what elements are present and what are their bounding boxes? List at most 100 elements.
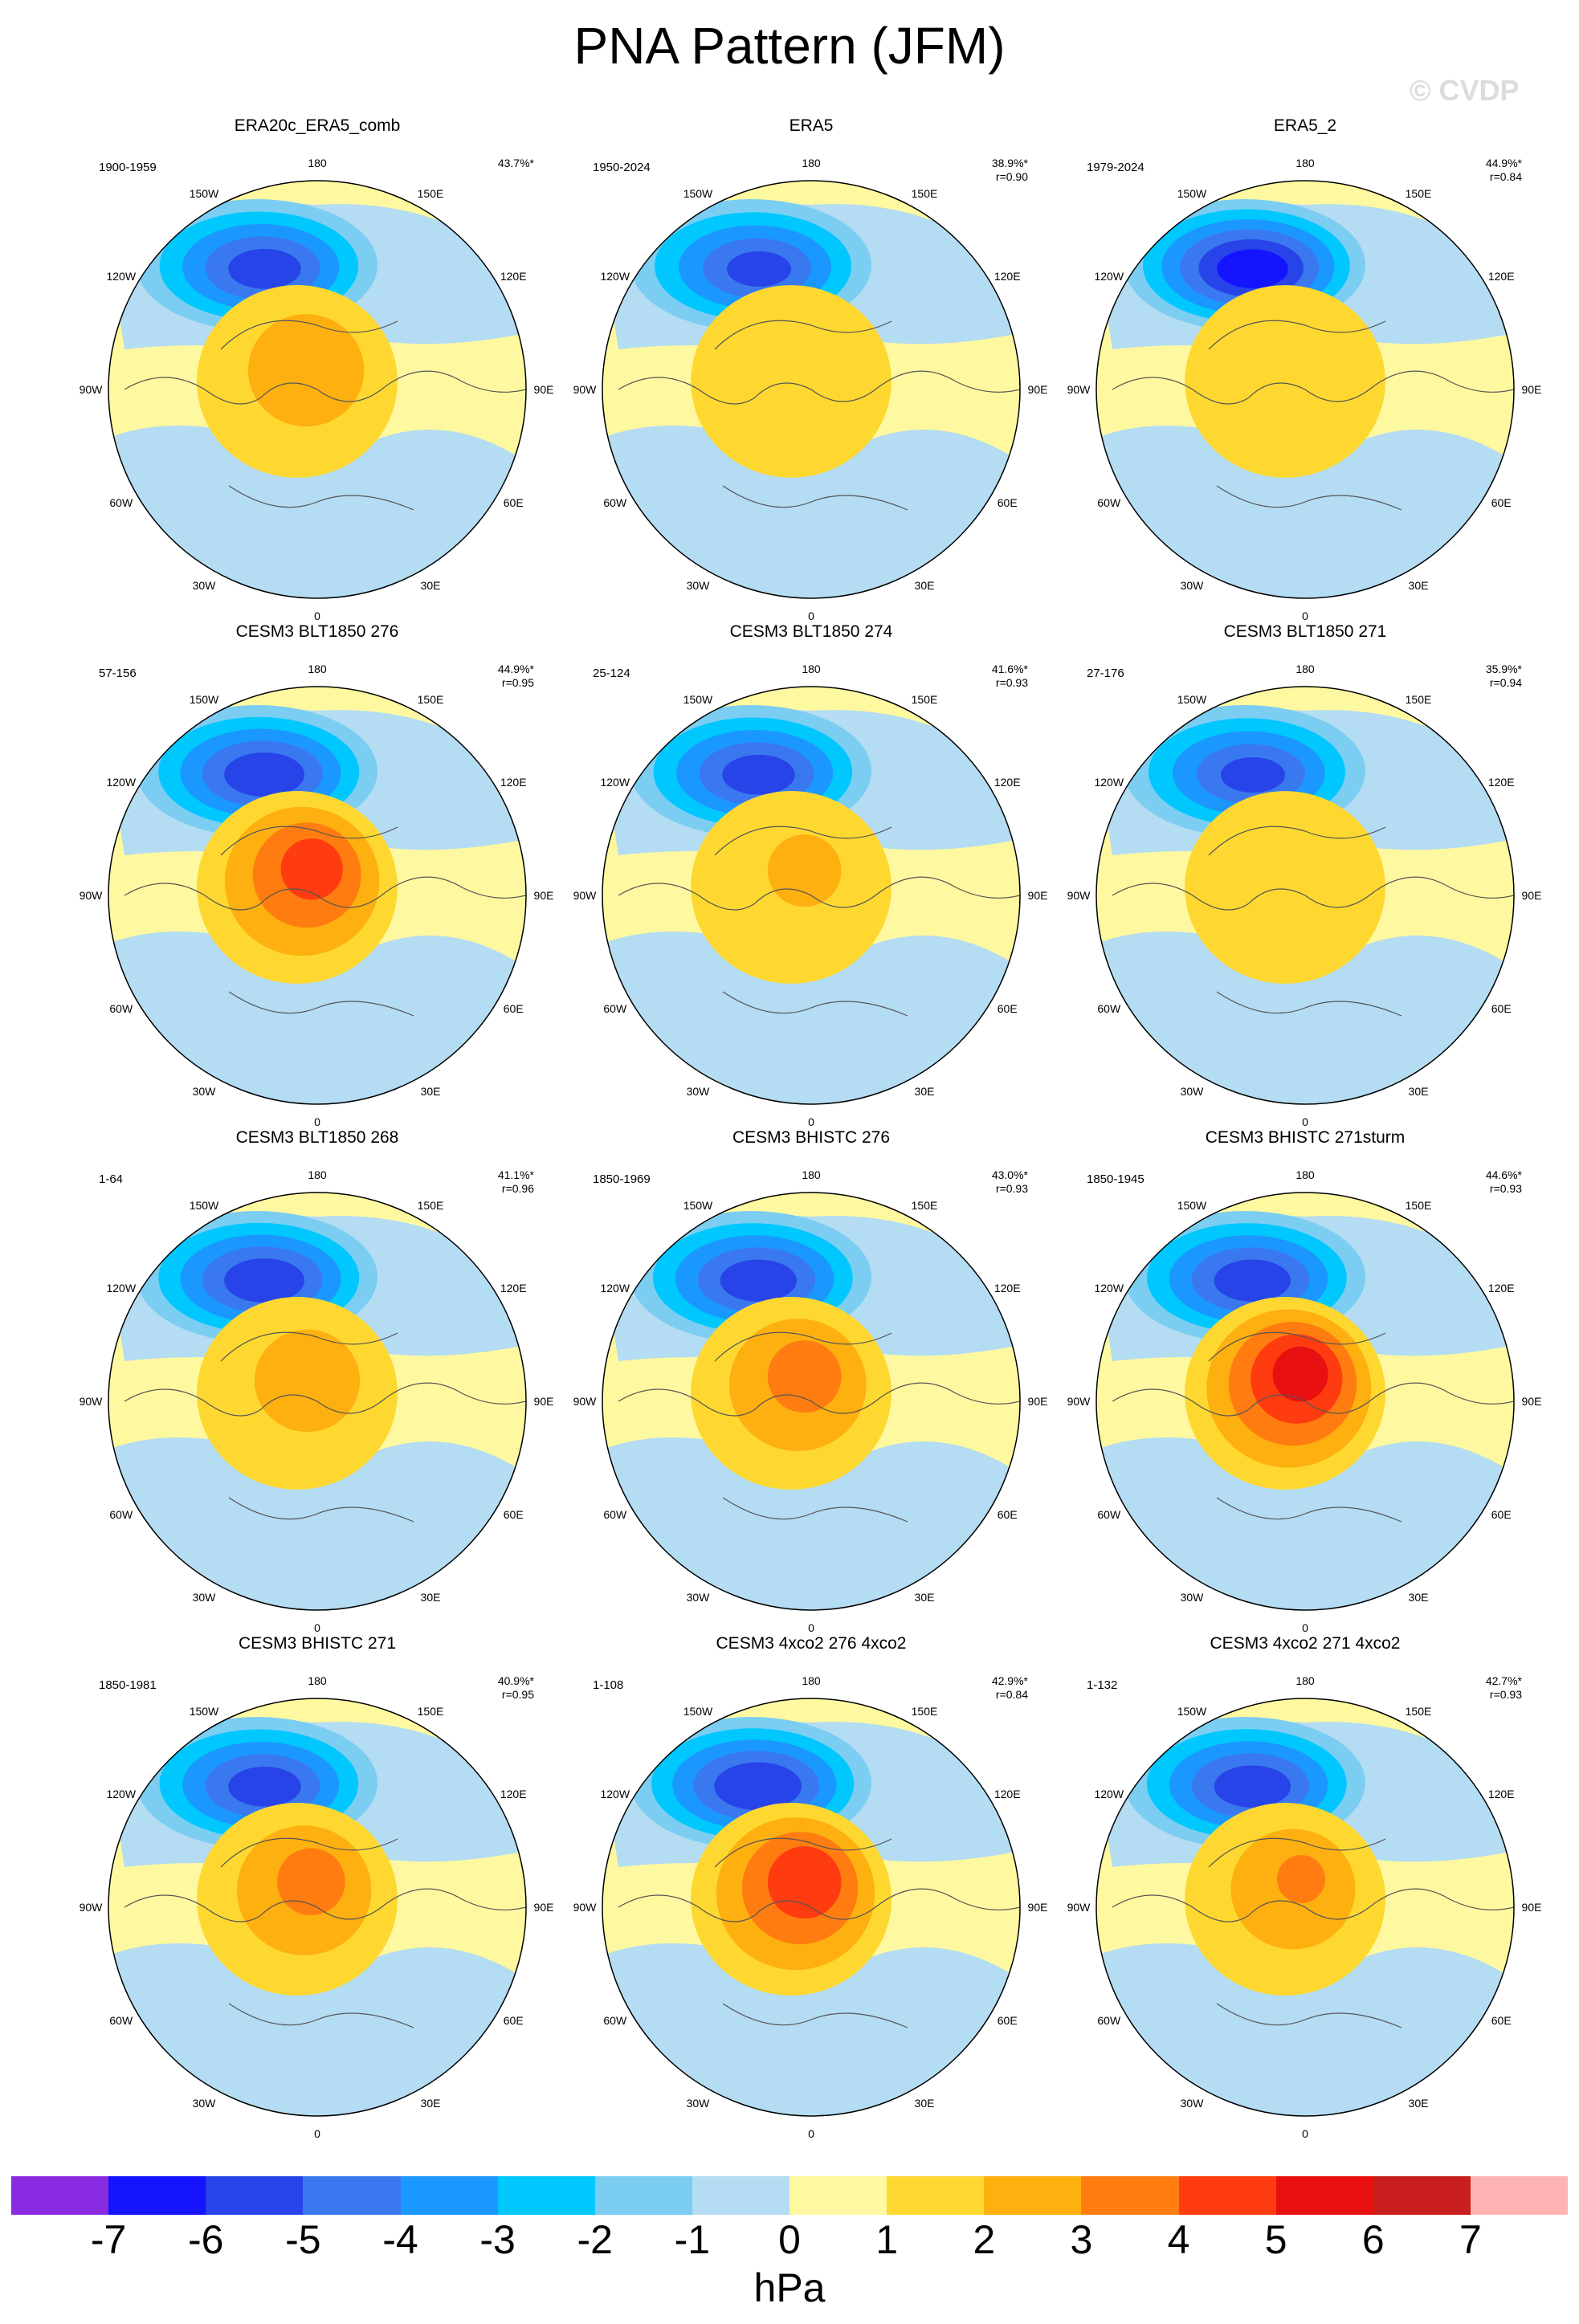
longitude-label: 120E xyxy=(500,270,527,283)
longitude-label: 150E xyxy=(418,1705,444,1718)
polar-map: 180 150E 120E 90E 60E 30E 0 30W 60W 90W 120W 150W xyxy=(1067,1674,1542,2140)
longitude-label: 150W xyxy=(1177,1199,1207,1212)
longitude-label: 120W xyxy=(600,1282,630,1295)
low-contour xyxy=(720,1259,797,1302)
map-border xyxy=(1096,686,1515,1105)
longitude-label: 60W xyxy=(109,2014,133,2027)
longitude-label: 120W xyxy=(600,776,630,789)
longitude-label: 180 xyxy=(308,1168,327,1181)
coastline xyxy=(1112,1331,1514,1523)
longitude-label: 120W xyxy=(1094,1788,1124,1800)
high-contour xyxy=(691,285,892,478)
colorbar-tick-label: -6 xyxy=(188,2217,224,2262)
colorbar-box xyxy=(887,2176,985,2215)
longitude-label: 90W xyxy=(1067,1901,1091,1914)
longitude-label: 150W xyxy=(190,187,219,200)
longitude-label: 60W xyxy=(1097,1002,1121,1015)
coastline xyxy=(1112,1837,1514,2028)
longitude-label: 0 xyxy=(1302,610,1308,622)
figure-title: PNA Pattern (JFM) xyxy=(573,17,1006,75)
map-border xyxy=(602,1192,1021,1611)
longitude-label: 30E xyxy=(421,1085,441,1098)
longitude-label: 120W xyxy=(106,1788,136,1800)
map-panel: CESM3 BLT1850 268 1-64 41.1%* r=0.96 180 150E… xyxy=(76,1128,558,1634)
colorbar-tick-label: 7 xyxy=(1459,2217,1482,2262)
longitude-label: 60W xyxy=(1097,2014,1121,2027)
panel-years: 1-108 xyxy=(593,1678,624,1692)
longitude-label: 150E xyxy=(912,1705,938,1718)
longitude-label: 0 xyxy=(314,1115,320,1128)
panel-variance: 42.7%* r=0.93 xyxy=(1486,1674,1522,1702)
pattern-correlation: r=0.94 xyxy=(1489,676,1522,689)
longitude-label: 180 xyxy=(802,157,821,169)
colorbar-box xyxy=(11,2176,109,2215)
pattern-correlation: r=0.93 xyxy=(1489,1688,1522,1701)
longitude-label: 120E xyxy=(994,1282,1021,1295)
longitude-label: 180 xyxy=(308,663,327,675)
panel-title: CESM3 BHISTC 276 xyxy=(732,1128,891,1147)
longitude-label: 30W xyxy=(1181,2097,1205,2110)
longitude-label: 30E xyxy=(915,1085,935,1098)
longitude-label: 90W xyxy=(573,1901,598,1914)
longitude-label: 180 xyxy=(802,1168,821,1181)
colorbar-box xyxy=(497,2176,595,2215)
longitude-label: 150W xyxy=(190,1199,219,1212)
longitude-label: 120E xyxy=(994,1788,1021,1800)
longitude-label: 30E xyxy=(1409,579,1429,592)
panel-variance: 38.9%* r=0.90 xyxy=(992,157,1028,184)
panel-title: CESM3 BLT1850 276 xyxy=(235,622,399,641)
longitude-label: 90W xyxy=(80,383,104,396)
panel-years: 1950-2024 xyxy=(593,161,651,174)
low-contour xyxy=(1214,1765,1291,1808)
longitude-label: 60E xyxy=(504,1002,524,1015)
coastline xyxy=(1112,826,1514,1017)
panel-title: ERA5_2 xyxy=(1273,116,1337,135)
longitude-label: 150E xyxy=(1406,693,1432,706)
map-border xyxy=(602,1698,1021,2117)
longitude-label: 150E xyxy=(418,1199,444,1212)
high-contour xyxy=(767,1340,842,1413)
longitude-label: 30W xyxy=(193,579,217,592)
longitude-label: 60E xyxy=(998,1508,1018,1521)
colorbar-tick-label: -7 xyxy=(90,2217,127,2262)
map-panel: CESM3 BHISTC 271 1850-1981 40.9%* r=0.95 180… xyxy=(76,1634,558,2140)
panel-years: 25-124 xyxy=(593,667,630,680)
longitude-label: 90W xyxy=(1067,1395,1091,1408)
longitude-label: 60E xyxy=(998,2014,1018,2027)
polar-map: 180 150E 120E 90E 60E 30E 0 30W 60W 90W 120W 150W xyxy=(573,1674,1048,2140)
longitude-label: 30W xyxy=(193,1591,217,1604)
longitude-label: 180 xyxy=(802,663,821,675)
longitude-label: 90W xyxy=(573,383,598,396)
panel-variance: 44.6%* r=0.93 xyxy=(1486,1168,1522,1196)
colorbar-box xyxy=(790,2176,887,2215)
longitude-label: 180 xyxy=(1295,157,1315,169)
map-panel: CESM3 BLT1850 274 25-124 41.6%* r=0.93 180 15… xyxy=(570,622,1052,1128)
panel-variance: 40.9%* r=0.95 xyxy=(498,1674,534,1702)
longitude-label: 150W xyxy=(683,1705,713,1718)
longitude-label: 120E xyxy=(1488,270,1515,283)
map-border xyxy=(1096,180,1515,599)
longitude-label: 30W xyxy=(193,2097,217,2110)
variance-explained: 43.7%* xyxy=(497,157,534,169)
variance-explained: 41.1%* xyxy=(497,1168,534,1181)
longitude-label: 90W xyxy=(573,889,598,902)
pattern-correlation: r=0.84 xyxy=(995,1688,1028,1701)
high-contour xyxy=(1277,1855,1325,1903)
map-panel: CESM3 BHISTC 271sturm 1850-1945 44.6%* r=0.… xyxy=(1064,1128,1546,1634)
panel-variance: 42.9%* r=0.84 xyxy=(992,1674,1028,1702)
colorbar-box xyxy=(984,2176,1082,2215)
polar-map: 180 150E 120E 90E 60E 30E 0 30W 60W 90W 120W 150W xyxy=(80,663,554,1128)
colorbar-tick-label: 5 xyxy=(1264,2217,1287,2262)
longitude-label: 150E xyxy=(418,187,444,200)
longitude-label: 120W xyxy=(1094,1282,1124,1295)
high-contour xyxy=(1185,285,1385,478)
high-contour xyxy=(767,1846,842,1919)
panel-variance: 41.1%* r=0.96 xyxy=(498,1168,534,1196)
longitude-label: 150E xyxy=(1406,1199,1432,1212)
longitude-label: 180 xyxy=(308,157,327,169)
pattern-correlation: r=0.96 xyxy=(501,1182,534,1195)
longitude-label: 60E xyxy=(504,1508,524,1521)
coastline xyxy=(124,1837,526,2028)
pattern-correlation: r=0.95 xyxy=(501,676,534,689)
longitude-label: 90W xyxy=(573,1395,598,1408)
